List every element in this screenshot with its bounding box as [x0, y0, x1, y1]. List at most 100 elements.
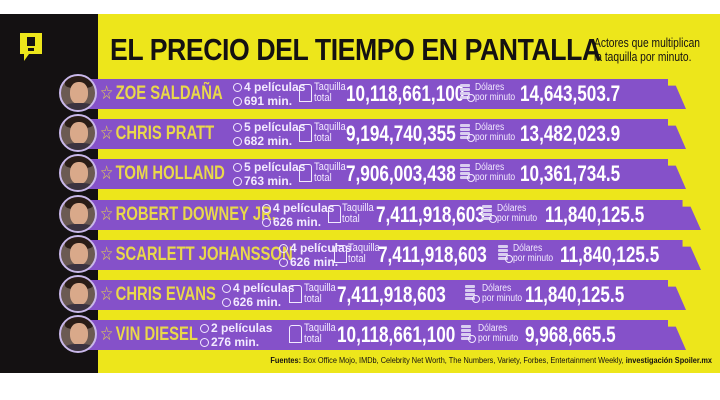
screen-minutes: 626 min. — [290, 255, 339, 269]
clock-icon — [222, 298, 231, 307]
dollars-per-minute-label: Dólares por minuto — [475, 122, 516, 143]
films-info: 5 películas 682 min. — [233, 121, 305, 149]
actor-avatar — [59, 74, 97, 112]
screen-minutes: 626 min. — [233, 295, 282, 309]
star-icon: ☆ — [100, 324, 114, 345]
actor-row: ☆ VIN DIESEL 2 películas 276 min. Taquill… — [0, 315, 720, 353]
sources-label: Fuentes: — [270, 356, 302, 365]
sources-investigation: investigación Spoiler.mx — [625, 356, 712, 365]
coins-clock-icon — [498, 245, 513, 263]
clock-icon — [200, 338, 209, 347]
films-info: 5 películas 763 min. — [233, 161, 305, 189]
film-reel-icon — [222, 284, 231, 293]
films-info: 4 películas 626 min. — [262, 202, 334, 230]
actor-name-text: TOM HOLLAND — [115, 163, 225, 184]
box-office-label: Taquilla total — [304, 322, 336, 345]
films-count: 5 películas — [244, 120, 306, 134]
actor-row: ☆ ROBERT DOWNEY JR. 4 películas 626 min. … — [0, 195, 720, 233]
spoiler-logo-icon — [20, 33, 42, 61]
dollars-per-minute-value: 11,840,125.5 — [560, 242, 660, 267]
actor-name: ☆ SCARLETT JOHANSSON — [100, 243, 293, 267]
clock-icon — [233, 137, 242, 146]
dollars-per-minute-label: Dólares por minuto — [482, 283, 523, 304]
star-icon: ☆ — [100, 123, 114, 144]
films-info: 4 películas 626 min. — [279, 242, 351, 270]
box-office-value: 7,411,918,603 — [378, 242, 487, 267]
infographic-canvas: EL PRECIO DEL TIEMPO EN PANTALLA Actores… — [0, 14, 720, 373]
sources-text: Box Office Mojo, IMDb, Celebrity Net Wor… — [301, 356, 626, 365]
actor-ribbon — [86, 320, 686, 350]
coins-clock-icon — [465, 285, 480, 303]
dark-side-panel — [0, 14, 98, 373]
film-reel-icon — [233, 123, 242, 132]
actor-ribbon — [86, 159, 686, 189]
actor-name-text: ZOE SALDAÑA — [115, 83, 223, 104]
dollars-per-minute-value: 14,643,503.7 — [520, 81, 621, 106]
films-count: 4 películas — [233, 281, 295, 295]
box-office-value: 10,118,661,100 — [337, 322, 456, 347]
actor-ribbon — [86, 280, 686, 310]
actor-name: ☆ TOM HOLLAND — [100, 162, 225, 186]
actor-name: ☆ CHRIS PRATT — [100, 122, 214, 146]
sources-footnote: Fuentes: Box Office Mojo, IMDb, Celebrit… — [270, 356, 712, 365]
dollars-per-minute-label: Dólares por minuto — [513, 243, 554, 264]
actor-row: ☆ CHRIS PRATT 5 películas 682 min. Taquil… — [0, 114, 720, 152]
films-count: 5 películas — [244, 160, 306, 174]
box-office-label: Taquilla total — [314, 161, 346, 184]
actor-avatar — [59, 114, 97, 152]
box-office-label: Taquilla total — [342, 202, 374, 225]
star-icon: ☆ — [100, 163, 114, 184]
box-office-ticket-icon — [289, 285, 302, 303]
actor-ribbon — [86, 79, 686, 109]
clock-icon — [279, 258, 288, 267]
actor-avatar — [59, 235, 97, 273]
star-icon: ☆ — [100, 284, 114, 305]
dollars-per-minute-value: 11,840,125.5 — [525, 282, 625, 307]
films-count: 2 películas — [211, 321, 273, 335]
screen-minutes: 276 min. — [211, 335, 260, 349]
actor-row: ☆ CHRIS EVANS 4 películas 626 min. Taquil… — [0, 275, 720, 313]
actor-row: ☆ ZOE SALDAÑA 4 películas 691 min. Taquil… — [0, 74, 720, 112]
dollars-per-minute-value: 11,840,125.5 — [545, 202, 645, 227]
box-office-value: 10,118,661,100 — [346, 81, 465, 106]
dollars-per-minute-value: 13,482,023.9 — [520, 121, 621, 146]
actor-row: ☆ TOM HOLLAND 5 películas 763 min. Taquil… — [0, 154, 720, 192]
box-office-label: Taquilla total — [348, 242, 380, 265]
box-office-ticket-icon — [328, 205, 341, 223]
actor-name-text: VIN DIESEL — [115, 324, 198, 345]
actor-name-text: ROBERT DOWNEY JR. — [115, 204, 276, 225]
box-office-ticket-icon — [289, 325, 302, 343]
subtitle-line-2: la taquilla por minuto. — [594, 50, 692, 64]
actor-ribbon — [86, 240, 701, 270]
actor-name-text: CHRIS EVANS — [115, 284, 216, 305]
dollars-per-minute-label: Dólares por minuto — [475, 82, 516, 103]
box-office-ticket-icon — [299, 84, 312, 102]
clock-icon — [262, 218, 271, 227]
actor-row: ☆ SCARLETT JOHANSSON 4 películas 626 min.… — [0, 235, 720, 273]
star-icon: ☆ — [100, 244, 114, 265]
clock-icon — [233, 177, 242, 186]
actor-name: ☆ ZOE SALDAÑA — [100, 82, 223, 106]
actor-name: ☆ ROBERT DOWNEY JR. — [100, 203, 276, 227]
star-icon: ☆ — [100, 83, 114, 104]
dollars-per-minute-label: Dólares por minuto — [475, 162, 516, 183]
box-office-ticket-icon — [334, 245, 347, 263]
star-icon: ☆ — [100, 204, 114, 225]
box-office-ticket-icon — [299, 124, 312, 142]
coins-clock-icon — [460, 124, 475, 142]
actor-avatar — [59, 154, 97, 192]
screen-minutes: 626 min. — [273, 215, 322, 229]
actor-avatar — [59, 275, 97, 313]
box-office-value: 7,411,918,603 — [376, 202, 485, 227]
films-count: 4 películas — [273, 201, 335, 215]
coins-clock-icon — [482, 205, 497, 223]
dollars-per-minute-label: Dólares por minuto — [478, 323, 519, 344]
coins-clock-icon — [460, 84, 475, 102]
films-count: 4 películas — [244, 80, 306, 94]
box-office-label: Taquilla total — [304, 282, 336, 305]
film-reel-icon — [262, 204, 271, 213]
film-reel-icon — [200, 324, 209, 333]
subtitle-line-1: Actores que multiplican — [594, 36, 700, 50]
films-info: 4 películas 691 min. — [233, 81, 305, 109]
coins-clock-icon — [460, 164, 475, 182]
